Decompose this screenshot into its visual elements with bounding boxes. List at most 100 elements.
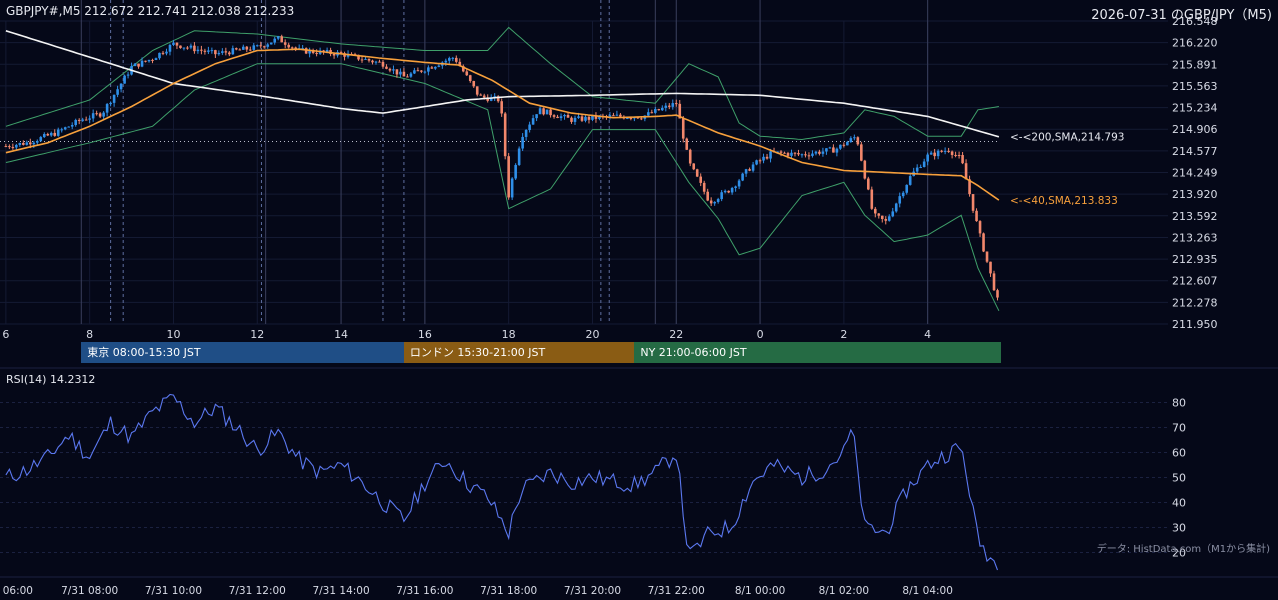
- candle-body: [762, 156, 765, 161]
- candle-body: [723, 190, 727, 193]
- candle-body: [598, 115, 601, 119]
- candle-body: [283, 42, 287, 45]
- candle-body: [503, 113, 507, 157]
- candle-body: [81, 119, 84, 121]
- bollinger-upper-line: [5, 26, 999, 141]
- candle-body: [116, 89, 119, 95]
- datetime-tick-label: 7/31 14:00: [312, 585, 369, 597]
- candle-body: [276, 36, 280, 39]
- candle-body: [580, 116, 584, 121]
- candle-body: [818, 151, 821, 154]
- candle-body: [500, 101, 503, 114]
- candle-body: [217, 52, 221, 55]
- candle-body: [32, 142, 36, 145]
- candle-body: [856, 137, 860, 145]
- candle-body: [409, 73, 413, 77]
- candle-body: [584, 116, 587, 121]
- candle-body: [367, 58, 371, 61]
- candle-body: [919, 166, 922, 168]
- candle-body: [968, 179, 971, 195]
- datetime-tick-label: 8/1 02:00: [819, 585, 870, 597]
- candle-body: [650, 112, 654, 114]
- candle-body: [430, 67, 434, 69]
- candle-body: [825, 148, 828, 152]
- candle-body: [755, 160, 758, 165]
- candle-body: [884, 218, 888, 221]
- rsi-tick-label: 70: [1172, 422, 1186, 435]
- candle-body: [978, 221, 982, 234]
- candle-body: [894, 203, 898, 212]
- candle-body: [15, 144, 18, 148]
- candle-body: [559, 116, 563, 119]
- hour-tick-label: 12: [250, 328, 264, 341]
- candle-body: [702, 182, 706, 192]
- candle-body: [867, 178, 870, 190]
- candle-body: [126, 74, 130, 76]
- time-axis: 6 8 10 12 14 16 18 20 22 0 2 4: [2, 328, 931, 341]
- candle-body: [860, 144, 863, 161]
- candle-body: [262, 46, 266, 48]
- candle-body: [56, 129, 60, 136]
- candle-body: [531, 118, 535, 125]
- candle-body: [11, 147, 15, 149]
- sma40-line: [5, 48, 1000, 201]
- candle-body: [95, 113, 98, 115]
- candle-body: [378, 61, 381, 63]
- candle-body: [74, 119, 77, 125]
- candle-body: [727, 190, 730, 193]
- candle-body: [385, 66, 388, 69]
- candle-body: [828, 147, 832, 149]
- candle-body: [685, 138, 689, 150]
- candle-body: [399, 71, 402, 75]
- candle-body: [758, 160, 762, 162]
- candle-body: [189, 45, 193, 48]
- datetime-tick-label: 7/31 16:00: [396, 585, 453, 597]
- candle-body: [280, 36, 284, 43]
- candle-body: [25, 142, 29, 145]
- candle-body: [647, 112, 650, 116]
- candle-body: [877, 213, 881, 216]
- datetime-tick-label: 8/1 04:00: [902, 585, 953, 597]
- candle-body: [797, 153, 800, 155]
- candle-body: [112, 94, 116, 103]
- candle-body: [493, 96, 496, 98]
- candle-body: [339, 52, 343, 54]
- candle-body: [552, 115, 556, 117]
- candle-body: [908, 176, 912, 185]
- candle-body: [259, 45, 263, 47]
- candle-body: [926, 154, 929, 162]
- candle-body: [688, 149, 692, 164]
- price-tick-label: 214.577: [1172, 145, 1218, 158]
- price-tick-label: 215.234: [1172, 102, 1218, 115]
- candle-body: [91, 113, 95, 119]
- candle-body: [193, 45, 196, 52]
- candle-body: [737, 180, 741, 187]
- candle-body: [210, 50, 214, 52]
- price-tick-label: 211.950: [1172, 318, 1218, 331]
- candle-body: [228, 52, 231, 55]
- candle-body: [140, 60, 144, 67]
- candle-body: [790, 152, 793, 156]
- candle-body: [996, 290, 999, 298]
- price-tick-label: 213.263: [1172, 231, 1218, 244]
- candle-body: [248, 49, 252, 51]
- candle-body: [678, 103, 682, 119]
- price-tick-label: 215.891: [1172, 58, 1218, 71]
- price-tick-label: 216.220: [1172, 37, 1218, 50]
- candle-body: [786, 153, 790, 156]
- candle-body: [989, 261, 992, 274]
- rsi-tick-label: 60: [1172, 447, 1186, 460]
- hour-tick-label: 16: [418, 328, 432, 341]
- candle-body: [395, 69, 399, 75]
- candle-body: [224, 51, 228, 53]
- candle-body: [175, 42, 179, 46]
- candle-body: [514, 164, 517, 179]
- candle-body: [671, 103, 675, 107]
- candle-body: [695, 169, 699, 177]
- candle-body: [734, 186, 737, 188]
- candle-body: [238, 49, 242, 51]
- candle-body: [301, 48, 304, 50]
- sma-annotation: <-<40,SMA,213.833: [1010, 195, 1118, 207]
